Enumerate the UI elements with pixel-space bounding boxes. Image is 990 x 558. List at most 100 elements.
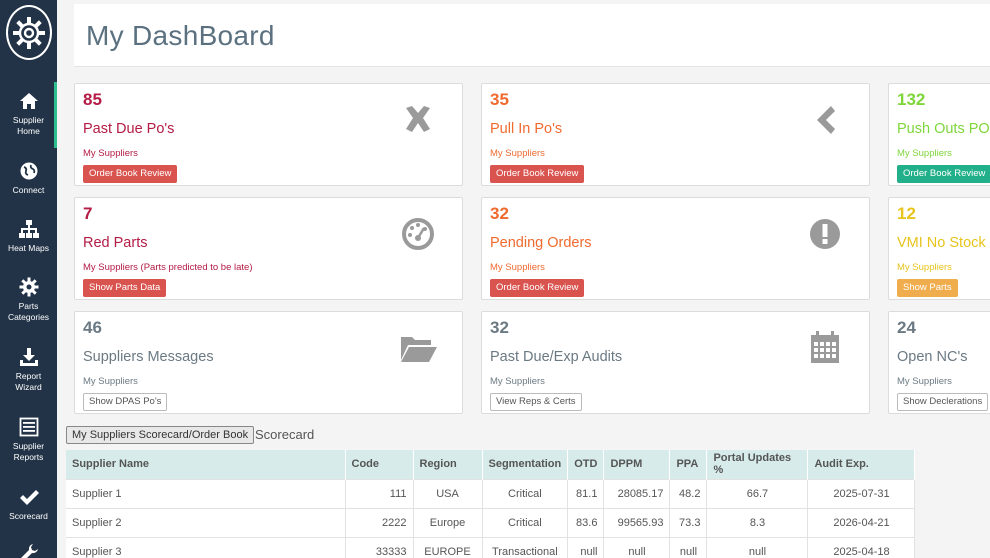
segmentation-cell: Critical	[482, 478, 569, 508]
card-title: Red Parts	[83, 235, 148, 251]
card-subtitle: My Suppliers	[490, 376, 545, 387]
card-subtitle: My Suppliers	[83, 148, 138, 159]
home-icon	[19, 93, 38, 109]
sidebar-item-connect[interactable]: Connect	[0, 160, 57, 196]
card-push-outs-po: 132 Push Outs PO My Suppliers Order Book…	[888, 83, 990, 186]
sitemap-icon	[18, 220, 39, 238]
scorecard-order-book-tab[interactable]: My Suppliers Scorecard/Order Book	[66, 426, 255, 444]
order-book-review-button[interactable]: Order Book Review	[490, 165, 585, 183]
column-header[interactable]: Code	[345, 450, 414, 479]
order-book-review-button[interactable]: Order Book Review	[490, 279, 585, 297]
app-logo[interactable]	[6, 5, 52, 60]
gear-icon	[19, 277, 38, 297]
portal-updates-cell: 66.7	[706, 478, 809, 508]
table-row[interactable]: Supplier 2 2222 Europe Critical 83.6 995…	[66, 507, 916, 537]
segmentation-cell: Transactional	[482, 536, 569, 558]
sidebar-item-label: Home	[17, 126, 40, 136]
sidebar-item-label: Reports	[13, 452, 44, 462]
code-cell: 2222	[345, 507, 414, 537]
column-header[interactable]: DPPM	[603, 450, 671, 479]
show-parts-button[interactable]: Show Parts	[897, 279, 958, 297]
supplier-name-cell: Supplier 1	[66, 478, 346, 508]
supplier-name-cell: Supplier 3	[66, 536, 346, 558]
column-header[interactable]: PPA	[669, 450, 708, 479]
ppa-cell: 73.3	[669, 507, 708, 537]
card-subtitle: My Suppliers	[897, 262, 952, 273]
card-title: VMI No Stock	[897, 235, 986, 251]
card-count: 85	[83, 90, 102, 109]
portal-updates-cell: null	[706, 536, 809, 558]
column-header[interactable]: Segmentation	[482, 450, 569, 479]
sidebar-item-heat-maps[interactable]: Heat Maps	[0, 218, 57, 254]
card-suppliers-messages: 46 Suppliers Messages My Suppliers Show …	[74, 311, 463, 414]
sidebar-item-label: Supplier	[12, 115, 45, 125]
sidebar-item-supplier-home[interactable]: Supplier Home	[0, 82, 57, 148]
card-count: 12	[897, 204, 916, 223]
card-pull-in-pos: 35 Pull In Po's My Suppliers Order Book …	[481, 83, 870, 186]
card-subtitle: My Suppliers	[490, 148, 545, 159]
dppm-cell: 99565.93	[603, 507, 671, 537]
region-cell: EUROPE	[413, 536, 483, 558]
supplier-name-cell: Supplier 2	[66, 507, 346, 537]
otd-cell: 81.1	[567, 478, 605, 508]
sidebar: Supplier Home Connect Heat Maps Parts Ca…	[0, 0, 57, 558]
chevron-left-icon	[817, 106, 835, 134]
gear-logo-icon	[13, 16, 45, 49]
column-header[interactable]: Supplier Name	[66, 450, 346, 479]
order-book-review-button[interactable]: Order Book Review	[83, 165, 178, 183]
card-count: 32	[490, 318, 509, 337]
calendar-icon	[811, 331, 839, 363]
exclamation-icon	[810, 219, 840, 249]
sidebar-item-tools[interactable]	[0, 542, 57, 558]
card-subtitle: My Suppliers	[897, 376, 952, 387]
card-title: Pull In Po's	[490, 121, 563, 137]
table-header-row: Supplier Name Code Region Segmentation O…	[66, 450, 916, 479]
dppm-cell: 28085.17	[603, 478, 671, 508]
card-vmi-no-stock: 12 VMI No Stock My Suppliers Show Parts	[888, 197, 990, 300]
region-cell: USA	[413, 478, 483, 508]
column-header[interactable]: OTD	[567, 450, 605, 479]
card-count: 46	[83, 318, 102, 337]
scorecard-table: Supplier Name Code Region Segmentation O…	[66, 450, 916, 558]
card-title: Pending Orders	[490, 235, 592, 251]
sidebar-item-label: Parts	[18, 301, 39, 311]
column-header[interactable]: Audit Exp.	[807, 450, 916, 479]
card-subtitle: My Suppliers	[490, 262, 545, 273]
order-book-review-button[interactable]: Order Book Review	[897, 165, 990, 183]
card-count: 35	[490, 90, 509, 109]
wrench-icon	[20, 544, 38, 558]
card-subtitle: My Suppliers	[83, 376, 138, 387]
show-parts-data-button[interactable]: Show Parts Data	[83, 279, 167, 297]
sidebar-item-label: Report	[15, 371, 42, 381]
otd-cell: 83.6	[567, 507, 605, 537]
sidebar-item-label: Scorecard	[9, 511, 48, 521]
card-count: 24	[897, 318, 916, 337]
region-cell: Europe	[413, 507, 483, 537]
globe-icon	[20, 162, 37, 180]
sidebar-item-parts-categories[interactable]: Parts Categories	[0, 276, 57, 323]
column-header[interactable]: Region	[413, 450, 483, 479]
sidebar-item-supplier-reports[interactable]: Supplier Reports	[0, 416, 57, 463]
table-row[interactable]: Supplier 1 111 USA Critical 81.1 28085.1…	[66, 478, 916, 508]
sidebar-item-scorecard[interactable]: Scorecard	[0, 486, 57, 522]
code-cell: 33333	[345, 536, 414, 558]
ppa-cell: 48.2	[669, 478, 708, 508]
card-title: Suppliers Messages	[83, 349, 214, 365]
card-title: Past Due/Exp Audits	[490, 349, 623, 365]
sidebar-item-report-wizard[interactable]: Report Wizard	[0, 346, 57, 393]
show-declerations-button[interactable]: Show Declerations	[897, 393, 989, 411]
card-count: 7	[83, 204, 93, 223]
code-cell: 111	[345, 478, 414, 508]
view-reps-certs-button[interactable]: View Reps & Certs	[490, 393, 582, 411]
page-title: My DashBoard	[86, 20, 275, 51]
ppa-cell: null	[669, 536, 708, 558]
card-past-due-exp-audits: 32 Past Due/Exp Audits My Suppliers View…	[481, 311, 870, 414]
list-icon	[19, 417, 38, 437]
card-red-parts: 7 Red Parts My Suppliers (Parts predicte…	[74, 197, 463, 300]
card-pending-orders: 32 Pending Orders My Suppliers Order Boo…	[481, 197, 870, 300]
sidebar-item-label: Connect	[12, 185, 45, 195]
show-dpas-pos-button[interactable]: Show DPAS Po's	[83, 393, 168, 411]
column-header[interactable]: Portal Updates %	[706, 450, 809, 479]
folder-open-icon	[401, 337, 437, 362]
table-row[interactable]: Supplier 3 33333 EUROPE Transactional nu…	[66, 536, 916, 558]
